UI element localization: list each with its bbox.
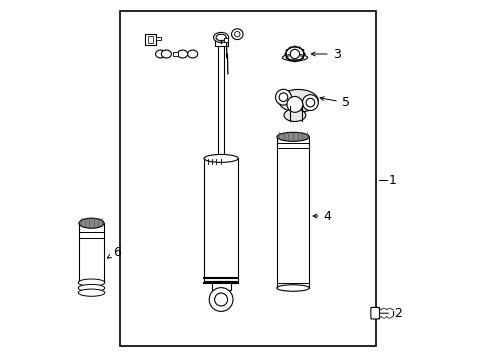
Bar — [120, 11, 375, 346]
Ellipse shape — [161, 50, 171, 58]
Ellipse shape — [282, 54, 307, 61]
Ellipse shape — [177, 50, 187, 58]
Bar — [144, 34, 155, 45]
Ellipse shape — [284, 109, 305, 122]
Circle shape — [289, 49, 299, 59]
Ellipse shape — [78, 279, 104, 286]
Bar — [224, 38, 228, 42]
Ellipse shape — [213, 32, 228, 42]
Ellipse shape — [155, 50, 165, 58]
Bar — [214, 40, 227, 46]
Ellipse shape — [231, 29, 243, 40]
Ellipse shape — [79, 218, 104, 228]
Bar — [276, 137, 309, 288]
Circle shape — [302, 95, 318, 111]
Circle shape — [209, 288, 232, 311]
Circle shape — [286, 96, 302, 112]
Bar — [148, 36, 153, 43]
Bar — [172, 52, 178, 56]
Bar — [211, 281, 230, 290]
Ellipse shape — [234, 32, 240, 37]
Ellipse shape — [276, 285, 309, 291]
Text: 4: 4 — [312, 210, 331, 222]
Bar — [203, 158, 238, 281]
Text: 2: 2 — [374, 307, 401, 320]
Circle shape — [275, 89, 291, 105]
Circle shape — [279, 93, 287, 102]
Ellipse shape — [278, 90, 318, 112]
Ellipse shape — [78, 289, 104, 296]
Ellipse shape — [216, 34, 225, 41]
Ellipse shape — [78, 284, 104, 292]
Text: 6: 6 — [107, 246, 121, 258]
Ellipse shape — [203, 154, 238, 162]
Bar — [218, 43, 224, 158]
Text: 3: 3 — [311, 48, 340, 60]
FancyBboxPatch shape — [370, 307, 379, 319]
Ellipse shape — [285, 55, 303, 60]
Text: 1: 1 — [387, 174, 396, 186]
Ellipse shape — [187, 50, 197, 58]
Ellipse shape — [276, 132, 309, 141]
Text: 5: 5 — [320, 96, 349, 109]
Bar — [155, 37, 161, 40]
Circle shape — [214, 293, 227, 306]
Bar — [79, 223, 104, 283]
Circle shape — [305, 98, 314, 107]
